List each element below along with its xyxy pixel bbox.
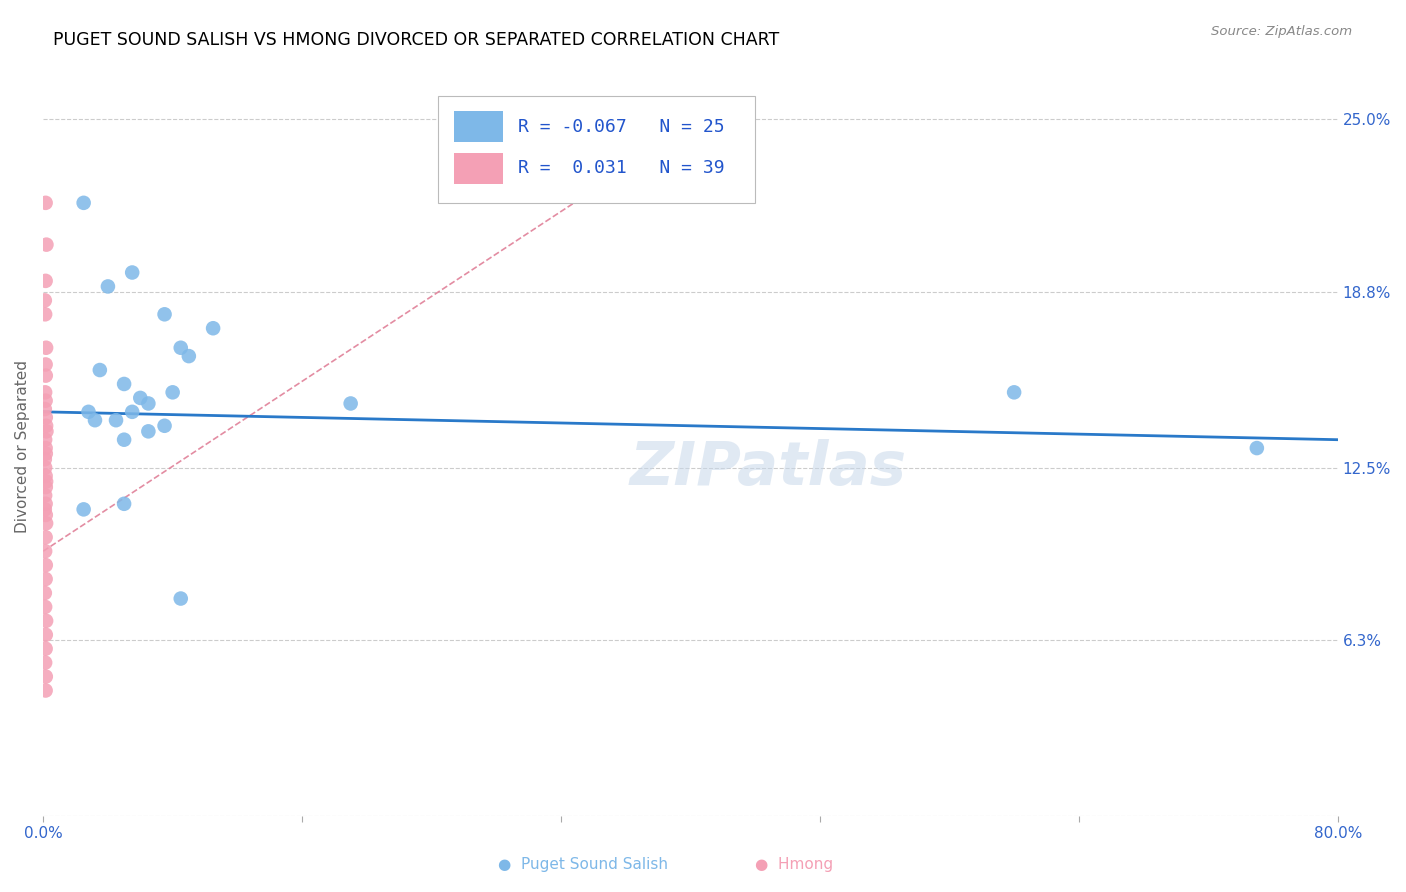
Point <box>34 460 56 475</box>
Point <box>35 237 58 252</box>
Point <box>34 385 56 400</box>
Point <box>72 502 94 516</box>
Text: Source: ZipAtlas.com: Source: ZipAtlas.com <box>1212 25 1353 38</box>
Point <box>34 488 56 502</box>
Point <box>34 293 56 308</box>
Point <box>34 586 56 600</box>
Point <box>34 641 56 656</box>
Point <box>89 363 111 377</box>
Point <box>34 402 56 417</box>
Point <box>34 393 56 408</box>
Point <box>84 413 107 427</box>
Point <box>34 274 56 288</box>
Point <box>34 502 56 516</box>
Point <box>97 279 120 293</box>
Point <box>138 425 160 439</box>
Point <box>35 341 58 355</box>
Point <box>177 349 200 363</box>
Point <box>1246 441 1268 455</box>
Point <box>35 558 58 573</box>
Point <box>35 480 58 494</box>
Point <box>162 385 184 400</box>
Point <box>35 447 58 461</box>
Point <box>121 265 143 279</box>
Point <box>34 497 56 511</box>
Y-axis label: Divorced or Separated: Divorced or Separated <box>15 360 30 533</box>
Point <box>34 683 56 698</box>
Point <box>170 591 193 606</box>
Point <box>35 516 58 531</box>
FancyBboxPatch shape <box>439 96 755 203</box>
Point <box>34 572 56 586</box>
Point <box>112 376 135 391</box>
Point <box>153 307 176 321</box>
Point <box>202 321 225 335</box>
Point <box>121 405 143 419</box>
Point <box>35 614 58 628</box>
Point <box>34 452 56 467</box>
Point <box>35 418 58 433</box>
Text: R =  0.031   N = 39: R = 0.031 N = 39 <box>519 160 725 178</box>
Point <box>34 599 56 614</box>
Text: PUGET SOUND SALISH VS HMONG DIVORCED OR SEPARATED CORRELATION CHART: PUGET SOUND SALISH VS HMONG DIVORCED OR … <box>53 31 780 49</box>
Point <box>153 418 176 433</box>
Point <box>72 195 94 210</box>
Point <box>35 425 58 439</box>
Point <box>34 441 56 455</box>
Text: R = -0.067   N = 25: R = -0.067 N = 25 <box>519 118 725 136</box>
Point <box>35 475 58 489</box>
Point <box>129 391 152 405</box>
Point <box>34 530 56 544</box>
Text: ●  Hmong: ● Hmong <box>755 857 834 872</box>
Point <box>339 396 361 410</box>
Point <box>34 544 56 558</box>
FancyBboxPatch shape <box>454 153 503 184</box>
Text: ●  Puget Sound Salish: ● Puget Sound Salish <box>499 857 668 872</box>
Point <box>35 669 58 683</box>
Point <box>77 405 100 419</box>
Point <box>35 508 58 522</box>
Point <box>112 497 135 511</box>
Point <box>170 341 193 355</box>
Point <box>138 396 160 410</box>
FancyBboxPatch shape <box>454 112 503 143</box>
Point <box>35 410 58 425</box>
Point <box>112 433 135 447</box>
Point <box>105 413 128 427</box>
Point <box>34 195 56 210</box>
Point <box>34 307 56 321</box>
Point <box>34 469 56 483</box>
Text: ZIPatlas: ZIPatlas <box>630 440 907 499</box>
Point <box>35 628 58 642</box>
Point <box>34 656 56 670</box>
Point <box>34 358 56 372</box>
Point <box>35 368 58 383</box>
Point <box>34 433 56 447</box>
Point <box>1002 385 1025 400</box>
